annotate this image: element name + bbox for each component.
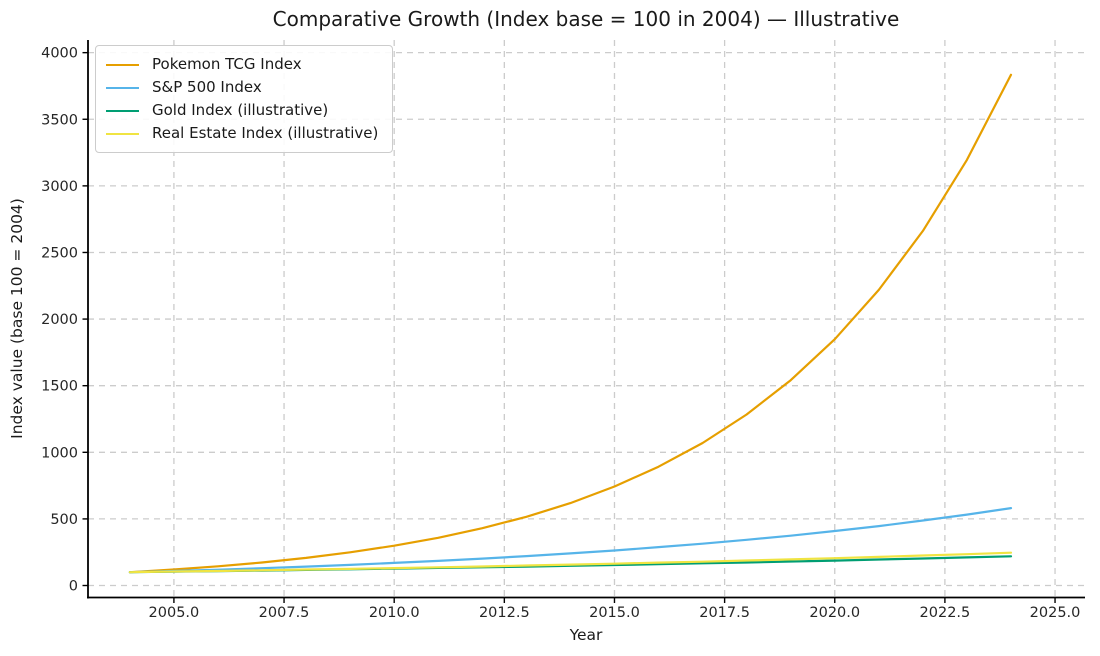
legend-item-real-estate-index-illustrative: Real Estate Index (illustrative) <box>106 122 378 145</box>
x-tick-label-2017.5: 2017.5 <box>699 605 750 621</box>
x-tick-label-2012.5: 2012.5 <box>479 605 530 621</box>
x-axis-title: Year <box>569 626 603 644</box>
x-tick-label-2010.0: 2010.0 <box>369 605 420 621</box>
x-tick-label-2005.0: 2005.0 <box>149 605 200 621</box>
y-tick-label-2000: 2000 <box>41 312 78 328</box>
series-line-real-estate-index-illustrative <box>128 551 1013 574</box>
y-tick-label-4000: 4000 <box>41 46 78 62</box>
series-lines <box>128 73 1013 574</box>
series-line-s-p-500-index <box>128 507 1013 574</box>
y-tick-label-0: 0 <box>69 579 78 595</box>
legend-label: Pokemon TCG Index <box>152 55 302 73</box>
x-tick-label-2020.0: 2020.0 <box>809 605 860 621</box>
legend-item-s-p-500-index: S&P 500 Index <box>106 76 378 99</box>
y-tick-label-2500: 2500 <box>41 245 78 261</box>
gridlines <box>88 40 1085 598</box>
y-tick-label-3000: 3000 <box>41 179 78 195</box>
y-tick-label-500: 500 <box>50 512 78 528</box>
x-tick-label-2007.5: 2007.5 <box>259 605 310 621</box>
x-tick-label-2022.5: 2022.5 <box>920 605 971 621</box>
legend: Pokemon TCG Index S&P 500 Index Gold Index… <box>95 45 394 153</box>
legend-label: Gold Index (illustrative) <box>152 101 329 119</box>
legend-line-swatch <box>106 86 139 89</box>
legend-label: S&P 500 Index <box>152 78 262 96</box>
legend-line-swatch <box>106 109 139 112</box>
tick-marks-and-labels: 2005.0 2007.5 2010.0 2012.5 2015.0 2017.5 2020… <box>41 46 1080 621</box>
legend-item-pokemon-tcg-index: Pokemon TCG Index <box>106 53 378 76</box>
series-line-pokemon-tcg-index <box>128 73 1013 574</box>
x-tick-label-2025.0: 2025.0 <box>1030 605 1081 621</box>
legend-item-gold-index-illustrative: Gold Index (illustrative) <box>106 99 378 122</box>
y-tick-label-1500: 1500 <box>41 379 78 395</box>
legend-label: Real Estate Index (illustrative) <box>152 124 379 142</box>
x-tick-label-2015.0: 2015.0 <box>589 605 640 621</box>
y-tick-label-3500: 3500 <box>41 112 78 128</box>
legend-line-swatch <box>106 63 139 66</box>
chart-title: Comparative Growth (Index base = 100 in … <box>273 7 900 31</box>
legend-line-swatch <box>106 132 139 135</box>
y-axis-title: Index value (base 100 = 2004) <box>8 198 26 439</box>
y-tick-label-1000: 1000 <box>41 445 78 461</box>
